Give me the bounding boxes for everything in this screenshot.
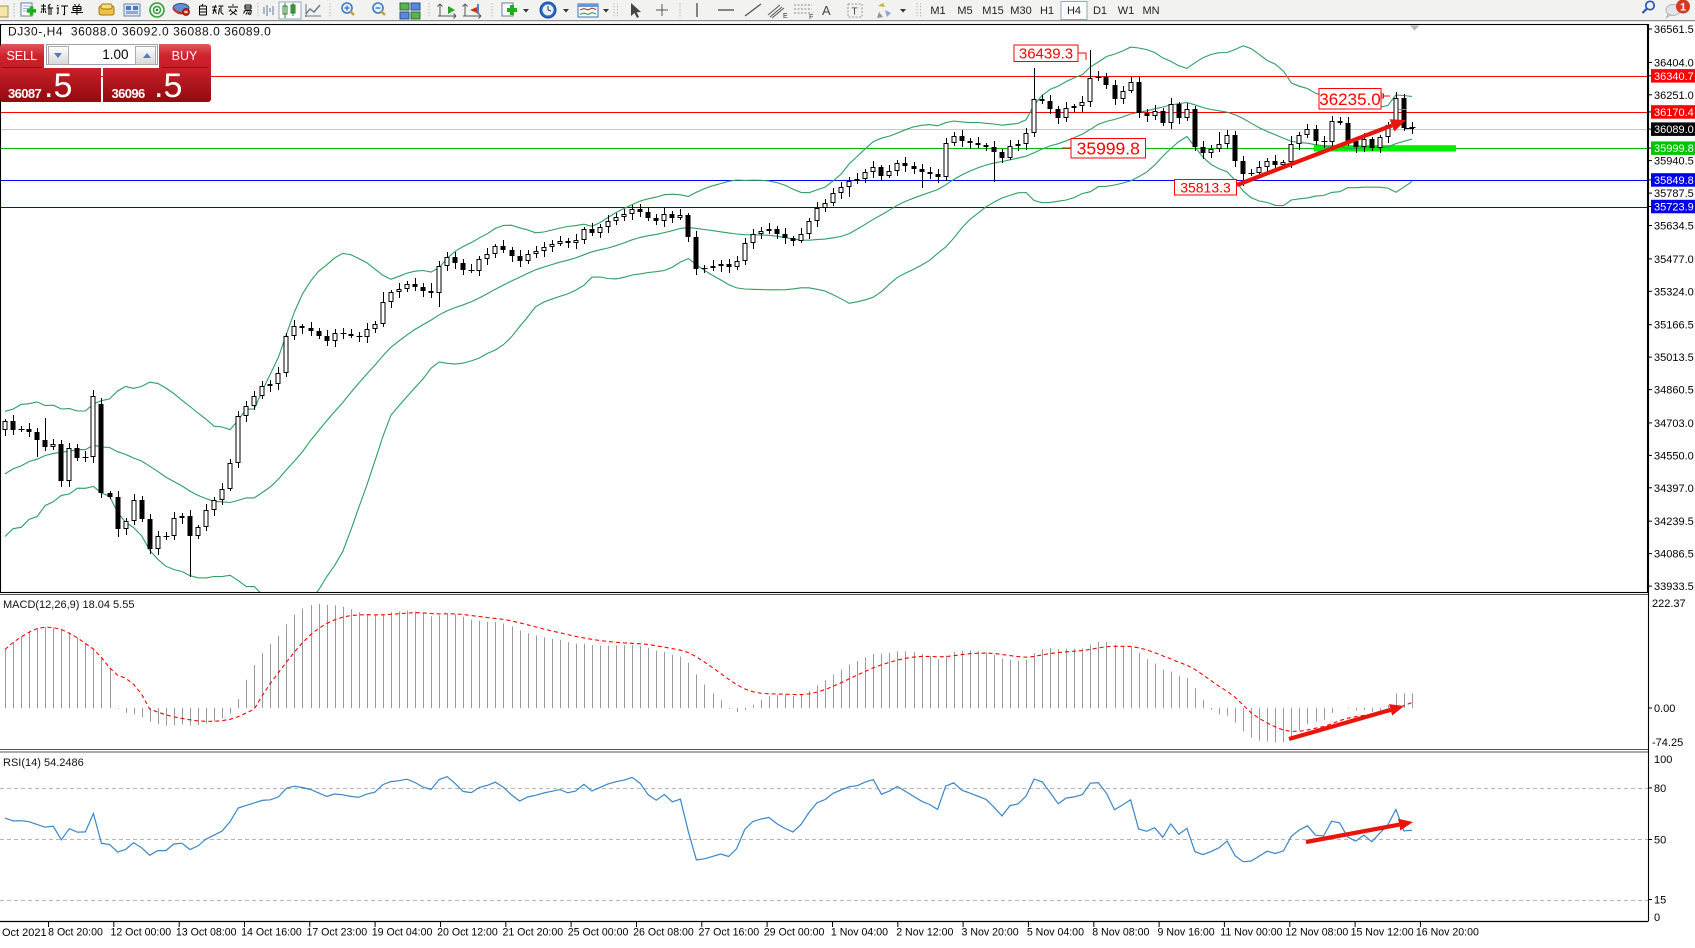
svg-text:MN: MN [1142,5,1159,17]
svg-text:3 Nov 20:00: 3 Nov 20:00 [962,927,1019,939]
svg-text:D1: D1 [1093,5,1107,17]
svg-text:35013.5: 35013.5 [1654,352,1694,364]
svg-text:35849.8: 35849.8 [1654,175,1694,187]
svg-text:35787.5: 35787.5 [1654,188,1694,200]
svg-text:T: T [852,7,858,18]
svg-text:11 Nov 00:00: 11 Nov 00:00 [1220,927,1282,939]
svg-text:35940.5: 35940.5 [1654,156,1694,168]
svg-text:MACD(12,26,9) 18.04 5.55: MACD(12,26,9) 18.04 5.55 [3,599,134,611]
svg-text:RSI(14) 54.2486: RSI(14) 54.2486 [3,757,84,769]
svg-text:27 Oct 16:00: 27 Oct 16:00 [698,927,759,939]
svg-text:29 Oct 00:00: 29 Oct 00:00 [764,927,825,939]
svg-text:15: 15 [1654,895,1666,907]
svg-text:33933.5: 33933.5 [1654,581,1694,593]
svg-text:36089.0: 36089.0 [1654,124,1694,136]
svg-text:M1: M1 [930,5,945,17]
svg-text:35477.0: 35477.0 [1654,254,1694,266]
svg-text:35634.5: 35634.5 [1654,221,1694,233]
svg-text:35723.9: 35723.9 [1654,202,1694,214]
svg-text:26 Oct 08:00: 26 Oct 08:00 [633,927,694,939]
svg-text:19 Oct 04:00: 19 Oct 04:00 [372,927,433,939]
svg-text:35324.0: 35324.0 [1654,286,1694,298]
svg-text:36235.0: 36235.0 [1319,90,1380,109]
svg-text:34860.5: 34860.5 [1654,385,1694,397]
svg-text:14 Oct 16:00: 14 Oct 16:00 [241,927,302,939]
svg-text:1 Nov 04:00: 1 Nov 04:00 [831,927,888,939]
svg-text:8 Nov 08:00: 8 Nov 08:00 [1092,927,1149,939]
svg-text:36170.4: 36170.4 [1654,107,1694,119]
svg-text:16 Nov 20:00: 16 Nov 20:00 [1416,927,1479,939]
svg-text:35166.5: 35166.5 [1654,320,1694,332]
svg-text:36561.5: 36561.5 [1654,24,1694,36]
svg-text:12 Nov 08:00: 12 Nov 08:00 [1285,927,1348,939]
svg-text:34239.5: 34239.5 [1654,516,1694,528]
svg-text:H4: H4 [1067,5,1081,17]
svg-text:20 Oct 12:00: 20 Oct 12:00 [437,927,498,939]
svg-text:34550.0: 34550.0 [1654,450,1694,462]
svg-text:8 Oct 20:00: 8 Oct 20:00 [48,927,103,939]
svg-text:E: E [783,13,788,20]
svg-text:1: 1 [1680,2,1686,14]
svg-text:F: F [809,14,813,21]
svg-text:36404.0: 36404.0 [1654,57,1694,69]
svg-text:Oct 2021: Oct 2021 [2,927,47,939]
svg-text:DJ30-,H4 36088.0 36092.0 3608: DJ30-,H4 36088.0 36092.0 36088.0 36089.0 [8,25,271,39]
svg-text:M30: M30 [1010,5,1031,17]
svg-text:12 Oct 00:00: 12 Oct 00:00 [110,927,171,939]
svg-text:222.37: 222.37 [1652,598,1686,610]
svg-text:H1: H1 [1040,5,1054,17]
svg-text:A: A [822,3,831,18]
svg-text:0.00: 0.00 [1654,703,1675,715]
svg-text:5 Nov 04:00: 5 Nov 04:00 [1027,927,1084,939]
svg-text:35813.3: 35813.3 [1180,179,1231,195]
svg-text:34703.0: 34703.0 [1654,418,1694,430]
svg-text:35999.8: 35999.8 [1654,143,1694,155]
svg-text:36439.3: 36439.3 [1019,46,1073,63]
svg-text:34086.5: 34086.5 [1654,549,1694,561]
svg-text:15 Nov 12:00: 15 Nov 12:00 [1351,927,1414,939]
svg-text:0: 0 [1654,912,1660,924]
svg-text:35999.8: 35999.8 [1077,139,1140,159]
svg-text:9 Nov 16:00: 9 Nov 16:00 [1158,927,1215,939]
svg-text:17 Oct 23:00: 17 Oct 23:00 [306,927,367,939]
svg-text:21 Oct 20:00: 21 Oct 20:00 [502,927,563,939]
svg-text:100: 100 [1654,754,1672,766]
svg-text:M5: M5 [957,5,972,17]
svg-text:13 Oct 08:00: 13 Oct 08:00 [176,927,237,939]
svg-text:25 Oct 00:00: 25 Oct 00:00 [568,927,629,939]
svg-text:34397.0: 34397.0 [1654,483,1694,495]
svg-text:M15: M15 [982,5,1003,17]
svg-text:2 Nov 12:00: 2 Nov 12:00 [896,927,953,939]
svg-text:36251.0: 36251.0 [1654,90,1694,102]
svg-text:36340.7: 36340.7 [1654,71,1694,83]
svg-text:-74.25: -74.25 [1652,737,1683,749]
svg-text:W1: W1 [1118,5,1135,17]
svg-text:80: 80 [1654,783,1666,795]
svg-text:50: 50 [1654,835,1666,847]
